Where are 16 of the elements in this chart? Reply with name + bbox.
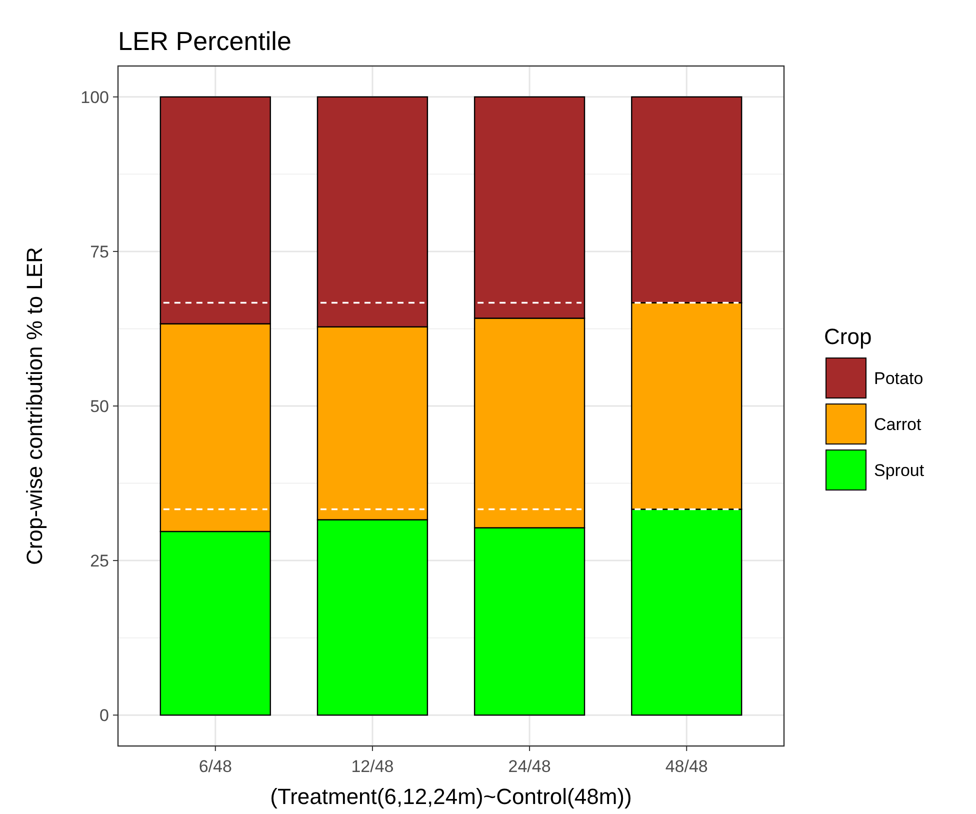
x-tick-label: 12/48 (351, 757, 394, 776)
chart-title: LER Percentile (118, 26, 292, 56)
legend-label: Sprout (874, 460, 924, 480)
y-tick-label: 50 (90, 396, 109, 416)
y-tick-label: 25 (90, 551, 109, 570)
y-axis-title: Crop-wise contribution % to LER (22, 247, 47, 565)
x-tick-label: 6/48 (198, 757, 232, 776)
x-tick-label: 48/48 (665, 757, 708, 776)
x-axis-title: (Treatment(6,12,24m)~Control(48m)) (270, 784, 632, 809)
y-tick-label: 75 (90, 242, 109, 262)
y-tick-label: 0 (100, 706, 109, 726)
legend-label: Carrot (874, 414, 922, 434)
legend-label: Potato (874, 368, 924, 388)
x-tick-label: 24/48 (508, 757, 551, 776)
y-tick-label: 100 (80, 88, 109, 107)
legend-title: Crop (824, 324, 872, 349)
